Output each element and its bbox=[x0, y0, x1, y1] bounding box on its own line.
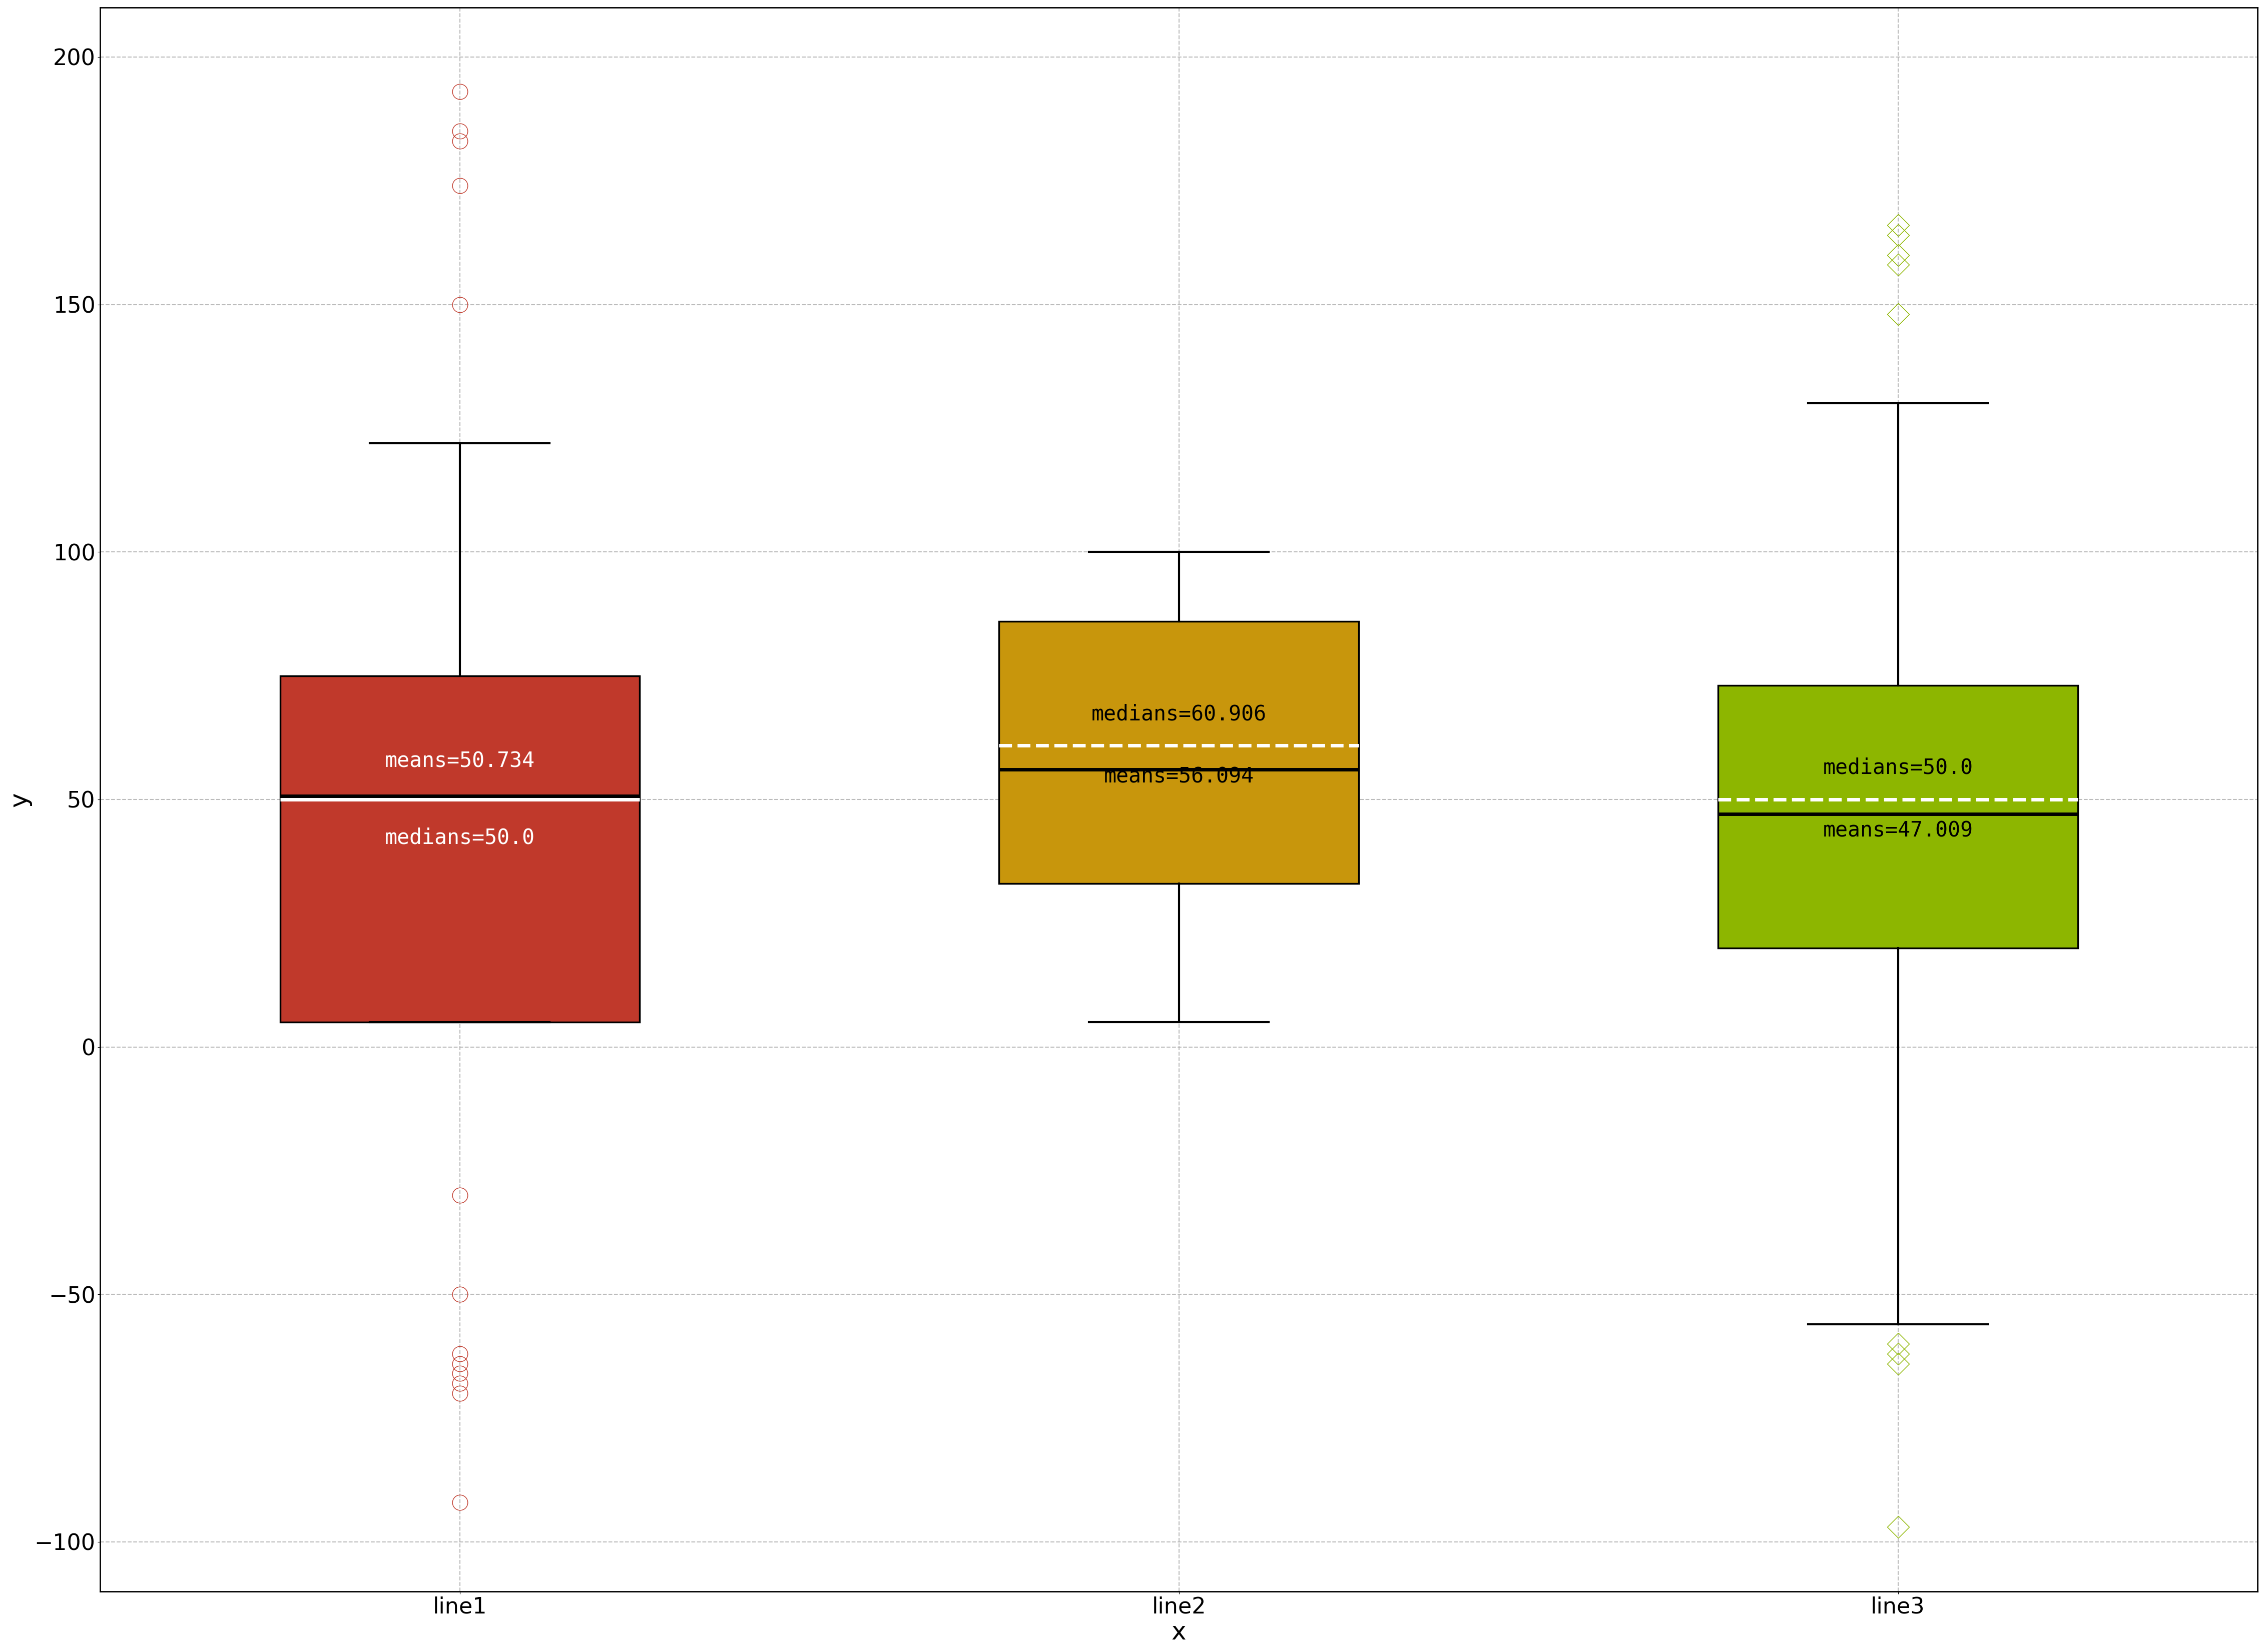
Text: means=47.009: means=47.009 bbox=[1823, 821, 1973, 841]
PathPatch shape bbox=[999, 621, 1359, 884]
Text: means=50.734: means=50.734 bbox=[385, 750, 535, 771]
PathPatch shape bbox=[281, 676, 639, 1023]
Text: medians=50.0: medians=50.0 bbox=[1823, 757, 1973, 778]
Text: medians=50.0: medians=50.0 bbox=[385, 828, 535, 847]
Text: medians=60.906: medians=60.906 bbox=[1092, 704, 1266, 725]
X-axis label: x: x bbox=[1171, 1621, 1187, 1644]
Text: means=56.094: means=56.094 bbox=[1103, 767, 1255, 788]
PathPatch shape bbox=[1719, 686, 2077, 948]
Y-axis label: y: y bbox=[7, 791, 32, 806]
